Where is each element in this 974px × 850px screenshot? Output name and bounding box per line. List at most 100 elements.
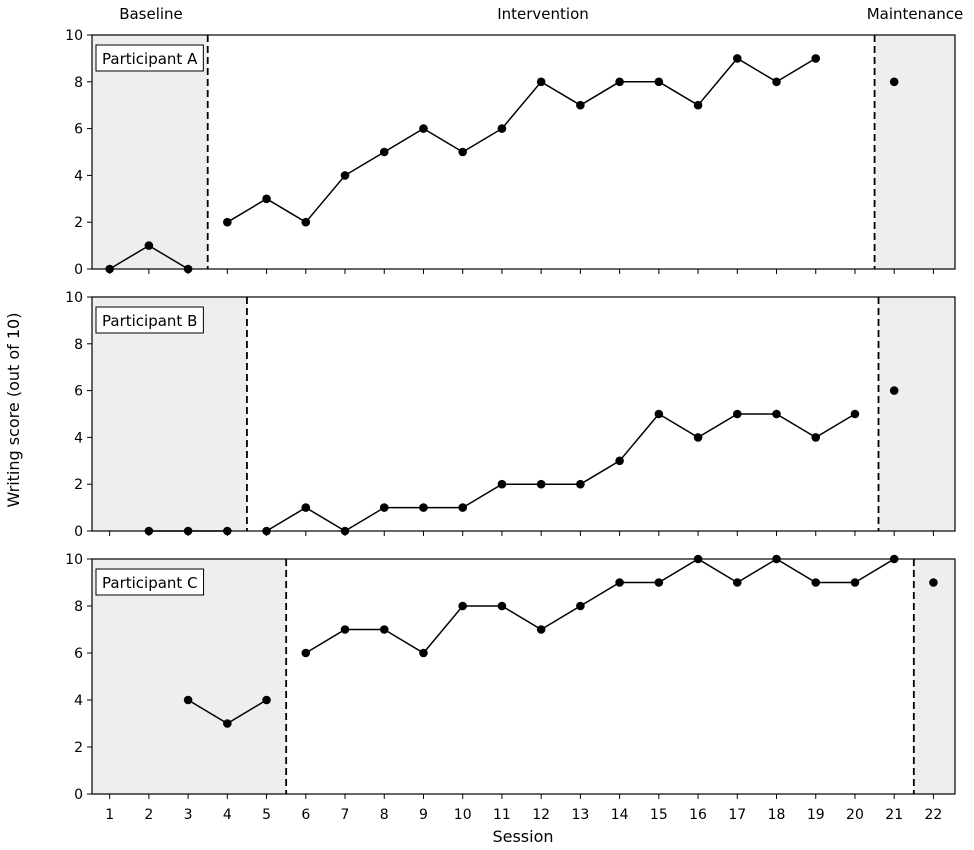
- x-tick-label: 21: [885, 807, 903, 823]
- intervention-point: [340, 625, 350, 634]
- baseline-point: [223, 719, 232, 728]
- intervention-point: [693, 554, 703, 564]
- intervention-point: [497, 479, 507, 489]
- intervention-point: [576, 479, 585, 489]
- panel-label-text: Participant B: [102, 312, 197, 330]
- y-tick-label: 8: [74, 599, 83, 615]
- x-tick-label: 4: [223, 807, 232, 823]
- x-tick-label: 10: [454, 807, 472, 823]
- intervention-point: [223, 217, 232, 227]
- intervention-point: [654, 578, 664, 587]
- intervention-point: [497, 601, 507, 611]
- maintenance-shade: [874, 35, 955, 269]
- intervention-point: [458, 147, 467, 157]
- baseline-shade: [92, 35, 208, 269]
- maintenance-shade: [913, 559, 955, 794]
- intervention-point: [772, 77, 781, 87]
- x-tick-label: 11: [493, 807, 511, 823]
- intervention-point: [536, 479, 546, 489]
- x-tick-label: 3: [184, 807, 193, 823]
- x-tick-label: 12: [532, 807, 550, 823]
- y-tick-label: 6: [74, 384, 83, 400]
- y-tick-label: 0: [74, 787, 83, 803]
- x-axis-title: Session: [492, 827, 553, 846]
- intervention-point: [732, 54, 742, 63]
- baseline-point: [183, 526, 193, 536]
- x-tick-label: 1: [105, 807, 114, 823]
- intervention-point: [732, 409, 742, 419]
- intervention-point: [458, 503, 467, 512]
- intervention-point: [693, 433, 703, 442]
- x-tick-label: 22: [925, 807, 943, 823]
- intervention-point: [811, 54, 821, 63]
- intervention-point: [301, 648, 311, 658]
- intervention-point: [615, 77, 624, 87]
- baseline-point: [144, 241, 154, 250]
- baseline-point: [223, 526, 232, 536]
- y-tick-label: 8: [74, 337, 83, 353]
- y-tick-label: 10: [65, 552, 83, 568]
- baseline-point: [183, 264, 193, 274]
- x-tick-label: 20: [846, 807, 864, 823]
- panel-frame: [91, 296, 956, 532]
- y-tick-label: 2: [74, 740, 83, 756]
- y-tick-label: 10: [65, 28, 83, 44]
- intervention-point: [340, 171, 350, 180]
- panel-1: 0 2 4 6 8 10 Participant A: [65, 28, 956, 278]
- x-tick-label: 7: [341, 807, 350, 823]
- intervention-point: [419, 503, 428, 512]
- intervention-point: [889, 554, 899, 564]
- intervention-point: [262, 194, 271, 204]
- panel-frame: [91, 34, 956, 270]
- y-tick-label: 2: [74, 477, 83, 493]
- y-tick-label: 0: [74, 524, 83, 540]
- intervention-point: [419, 124, 428, 133]
- intervention-point: [850, 409, 860, 419]
- intervention-line: [266, 413, 856, 532]
- baseline-shade: [92, 297, 247, 531]
- baseline-point: [144, 526, 154, 536]
- panel-label-text: Participant A: [102, 50, 198, 68]
- y-tick-label: 6: [74, 122, 83, 138]
- panel-3: 0 2 4 6 8 10 Participant C: [65, 552, 956, 803]
- intervention-point: [811, 578, 821, 587]
- y-tick-label: 10: [65, 290, 83, 306]
- intervention-point: [458, 601, 467, 611]
- intervention-point: [615, 456, 624, 466]
- y-tick-label: 8: [74, 75, 83, 91]
- maintenance-point: [889, 386, 899, 395]
- intervention-point: [811, 433, 821, 442]
- maintenance-point: [929, 578, 938, 587]
- x-tick-label: 6: [301, 807, 310, 823]
- phase-label-maintenance: Maintenance: [867, 5, 964, 23]
- maintenance-point: [889, 77, 899, 87]
- panel-frame: [91, 558, 956, 795]
- intervention-point: [262, 526, 271, 536]
- intervention-point: [850, 578, 860, 587]
- phase-label-baseline: Baseline: [119, 5, 183, 23]
- intervention-point: [772, 554, 781, 564]
- x-tick-label: 2: [144, 807, 153, 823]
- x-tick-label: 18: [768, 807, 786, 823]
- y-tick-label: 0: [74, 262, 83, 278]
- intervention-point: [732, 578, 742, 587]
- baseline-point: [262, 695, 271, 705]
- y-tick-label: 4: [74, 168, 83, 184]
- intervention-point: [693, 100, 703, 110]
- intervention-point: [654, 409, 664, 419]
- intervention-line: [226, 57, 817, 224]
- intervention-point: [536, 625, 546, 634]
- x-tick-label: 14: [611, 807, 629, 823]
- intervention-point: [379, 625, 389, 634]
- x-tick-label: 9: [419, 807, 428, 823]
- intervention-point: [772, 409, 781, 419]
- x-tick-label: 13: [571, 807, 589, 823]
- x-tick-label: 15: [650, 807, 668, 823]
- intervention-line: [305, 558, 895, 654]
- y-tick-label: 6: [74, 646, 83, 662]
- baseline-point: [183, 695, 193, 705]
- y-tick-label: 4: [74, 430, 83, 446]
- intervention-point: [379, 147, 389, 157]
